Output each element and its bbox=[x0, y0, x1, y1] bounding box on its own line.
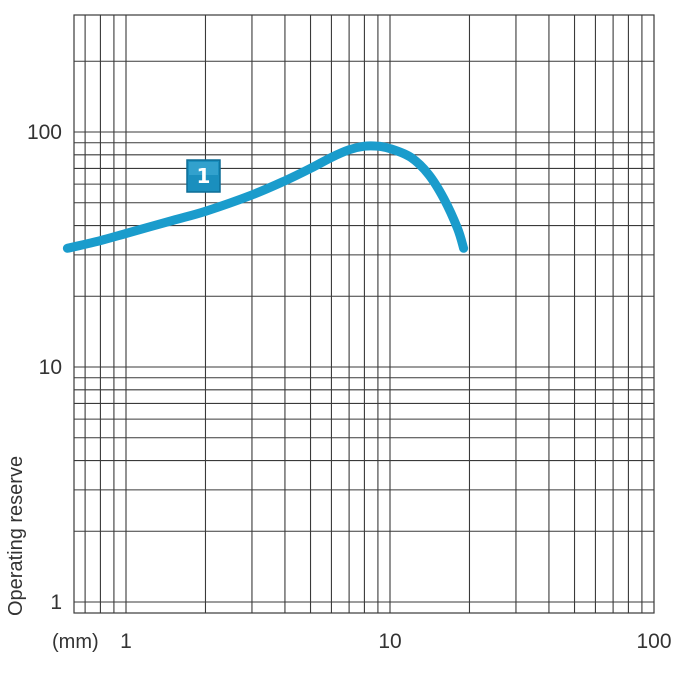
badge-box bbox=[186, 159, 221, 193]
series-line bbox=[62, 141, 469, 253]
tick-labels: 1 10 100 1 10 100 bbox=[27, 121, 672, 653]
y-tick-label: 1 bbox=[50, 591, 62, 614]
y-axis-label: Operating reserve bbox=[5, 456, 27, 616]
series-layer bbox=[62, 141, 469, 253]
series-badge: 1 bbox=[186, 159, 221, 193]
x-axis-label: (mm) bbox=[52, 631, 99, 653]
x-tick-label: 1 bbox=[120, 630, 132, 653]
y-tick-label: 100 bbox=[27, 121, 62, 144]
x-tick-label: 10 bbox=[378, 630, 401, 653]
series-label: 1 bbox=[197, 164, 211, 188]
badge-highlight bbox=[189, 162, 218, 175]
plot-frame bbox=[73, 14, 655, 614]
grid bbox=[74, 15, 654, 613]
x-tick-label: 100 bbox=[636, 630, 671, 653]
y-tick-label: 10 bbox=[39, 356, 62, 379]
